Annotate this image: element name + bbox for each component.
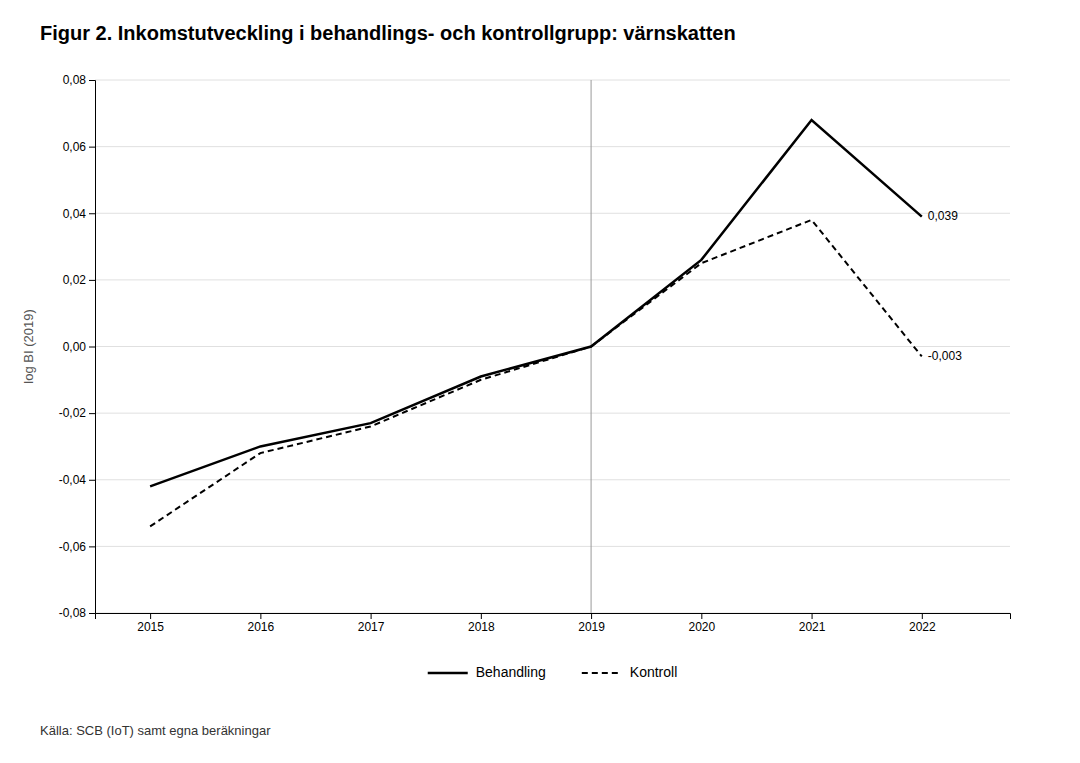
plot-area: 20152016201720182019202020212022-0,08-0,… — [59, 73, 1011, 633]
x-tick-mark — [150, 613, 151, 619]
grid-line — [95, 479, 1010, 480]
y-tick-mark — [89, 80, 95, 81]
y-tick: -0,04 — [59, 473, 95, 487]
annotation: -0,003 — [928, 349, 962, 363]
x-tick-label: 2017 — [358, 620, 385, 634]
legend: Behandling Kontroll — [428, 664, 678, 680]
x-tick: 2022 — [909, 613, 936, 634]
y-tick-mark — [89, 413, 95, 414]
x-tick-label: 2020 — [688, 620, 715, 634]
y-tick: -0,08 — [59, 606, 95, 620]
y-tick: 0,02 — [63, 273, 95, 287]
grid — [95, 80, 1010, 613]
y-tick: -0,06 — [59, 540, 95, 554]
y-tick-label: 0,04 — [63, 207, 87, 221]
y-tick-mark — [89, 546, 95, 547]
x-tick-mark — [922, 613, 923, 619]
y-tick-mark — [89, 213, 95, 214]
legend-label: Behandling — [476, 664, 546, 680]
y-tick-label: -0,06 — [59, 540, 87, 554]
legend-swatch — [582, 672, 622, 674]
x-tick-label: 2022 — [909, 620, 936, 634]
series-line — [150, 120, 922, 486]
x-tick-label: 2019 — [578, 620, 605, 634]
grid-line — [95, 346, 1010, 347]
grid-line — [95, 546, 1010, 547]
legend-label: Kontroll — [630, 664, 677, 680]
x-tick-label: 2018 — [468, 620, 495, 634]
annotation: 0,039 — [928, 209, 958, 223]
x-tick-mark — [812, 613, 813, 619]
chart: 20152016201720182019202020212022-0,08-0,… — [0, 0, 1080, 763]
marks — [150, 80, 922, 613]
x-tick-mark — [701, 613, 702, 619]
y-tick-label: -0,04 — [59, 473, 87, 487]
grid-line — [95, 80, 1010, 81]
y-tick: -0,02 — [59, 406, 95, 420]
x-tick-label: 2016 — [248, 620, 275, 634]
legend-item: Kontroll — [582, 664, 677, 680]
series-line — [150, 220, 922, 526]
y-tick-label: 0,00 — [63, 340, 87, 354]
y-tick-label: -0,08 — [59, 606, 87, 620]
x-axis: 2015 2016 2017 2018 2019 2020 2021 2022 — [96, 613, 1011, 634]
y-tick-mark — [89, 480, 95, 481]
y-tick-mark — [89, 347, 95, 348]
y-tick: 0,08 — [63, 73, 95, 87]
x-tick: 2021 — [799, 613, 826, 634]
annotations: 0,039 -0,003 — [928, 209, 962, 363]
x-tick: 2017 — [358, 613, 385, 634]
grid-line — [95, 146, 1010, 147]
x-tick-label: 2015 — [137, 620, 164, 634]
x-tick: 2015 — [137, 613, 164, 634]
x-tick-mark — [481, 613, 482, 619]
y-tick-mark — [89, 613, 95, 614]
grid-line — [95, 413, 1010, 414]
y-tick-label: -0,02 — [59, 406, 87, 420]
x-tick: 2016 — [248, 613, 275, 634]
caption: Källa: SCB (IoT) samt egna beräkningar — [40, 723, 271, 738]
legend-swatch — [428, 672, 468, 675]
x-tick-label: 2021 — [799, 620, 826, 634]
x-tick: 2019 — [578, 613, 605, 634]
title: Figur 2. Inkomstutveckling i behandlings… — [40, 22, 736, 44]
y-tick: 0,00 — [63, 340, 95, 354]
y-axis: -0,08 -0,06 -0,04 -0,02 0,00 0,02 0,04 0,06 0,08 — [59, 73, 96, 620]
grid-line — [95, 213, 1010, 214]
y-tick-mark — [89, 280, 95, 281]
x-tick: 2020 — [688, 613, 715, 634]
y-tick-mark — [89, 147, 95, 148]
y-tick-label: 0,02 — [63, 273, 87, 287]
x-tick: 2018 — [468, 613, 495, 634]
x-tick-mark — [591, 613, 592, 619]
x-tick-mark — [260, 613, 261, 619]
grid-line — [95, 279, 1010, 280]
x-tick-mark — [371, 613, 372, 619]
y-tick-label: 0,06 — [63, 140, 87, 154]
y-axis-line — [89, 81, 96, 614]
y-tick: 0,04 — [63, 207, 95, 221]
legend-item: Behandling — [428, 664, 546, 680]
y-tick-label: 0,08 — [63, 73, 87, 87]
y-tick: 0,06 — [63, 140, 95, 154]
y-axis-title: log BI (2019) — [21, 309, 36, 383]
x-axis-line — [96, 614, 1011, 620]
